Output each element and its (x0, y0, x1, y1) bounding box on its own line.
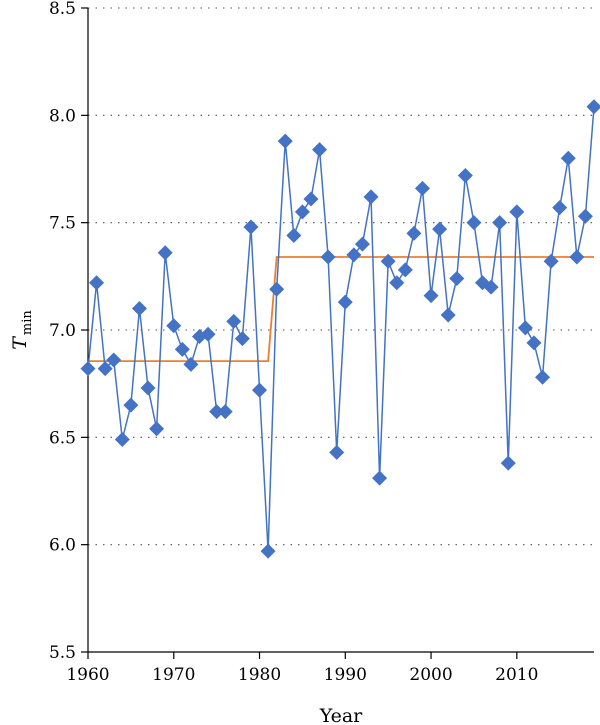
data-point (200, 326, 216, 342)
data-point (543, 253, 559, 269)
data-point (397, 262, 413, 278)
y-tick-label: 8.5 (49, 0, 76, 19)
data-point (440, 307, 456, 323)
data-point (526, 335, 542, 351)
y-tick-label: 5.5 (49, 643, 76, 663)
x-tick-label: 1960 (66, 665, 109, 685)
y-tick-label: 8.0 (49, 106, 76, 126)
data-point (183, 356, 199, 372)
data-point (97, 361, 113, 377)
data-point (269, 281, 285, 297)
data-point (449, 270, 465, 286)
data-point (252, 382, 268, 398)
data-point (149, 421, 165, 437)
data-point (294, 204, 310, 220)
data-point (174, 341, 190, 357)
data-point (106, 352, 122, 368)
data-point (363, 189, 379, 205)
data-point (577, 208, 593, 224)
data-point (346, 247, 362, 263)
data-point (217, 404, 233, 420)
data-point (320, 249, 336, 265)
data-point (286, 228, 302, 244)
y-tick-label: 7.5 (49, 214, 76, 234)
tick-marks (81, 7, 518, 659)
data-point (569, 249, 585, 265)
data-point (372, 470, 388, 486)
data-point (509, 204, 525, 220)
data-point (166, 318, 182, 334)
data-point (552, 200, 568, 216)
data-point (312, 142, 328, 158)
data-point (226, 313, 242, 329)
data-point (234, 331, 250, 347)
data-point (329, 444, 345, 460)
data-point (457, 167, 473, 183)
data-point (140, 380, 156, 396)
data-point (80, 361, 96, 377)
data-point (354, 236, 370, 252)
x-tick-label: 1970 (152, 665, 195, 685)
data-point (209, 404, 225, 420)
y-tick-label: 6.0 (49, 536, 76, 556)
x-axis-title: Year (319, 705, 363, 725)
data-point (406, 225, 422, 241)
y-tick-label: 7.0 (49, 321, 76, 341)
x-tick-label: 2000 (409, 665, 452, 685)
tick-labels: 5.5 6.0 6.5 7.0 7.5 8.0 8.5 1960 1970 1980 1990 200… (49, 0, 538, 685)
data-point (260, 543, 276, 559)
data-point (157, 245, 173, 261)
data-point (89, 275, 105, 291)
data-point (277, 133, 293, 149)
data-point (337, 294, 353, 310)
data-point (380, 253, 396, 269)
series-line (87, 106, 595, 552)
data-point (423, 288, 439, 304)
data-point (517, 320, 533, 336)
data-point (123, 397, 139, 413)
data-point (492, 215, 508, 231)
y-tick-label: 6.5 (49, 428, 76, 448)
data-point (535, 369, 551, 385)
x-tick-label: 1990 (324, 665, 367, 685)
data-point (466, 215, 482, 231)
x-tick-label: 2010 (495, 665, 538, 685)
data-point (131, 301, 147, 317)
data-point (389, 275, 405, 291)
data-point (243, 219, 259, 235)
x-tick-label: 1980 (238, 665, 281, 685)
data-point (500, 455, 516, 471)
data-point (560, 150, 576, 166)
data-point (414, 180, 430, 196)
series (80, 99, 600, 559)
data-point (114, 431, 130, 447)
data-point (432, 221, 448, 237)
data-point (303, 191, 319, 207)
data-point (586, 99, 600, 115)
y-axis-title-subscript: min (20, 310, 35, 335)
data-point (483, 279, 499, 295)
y-axis-title: Tmin (9, 310, 35, 350)
y-axis-title-main: T (9, 336, 31, 350)
